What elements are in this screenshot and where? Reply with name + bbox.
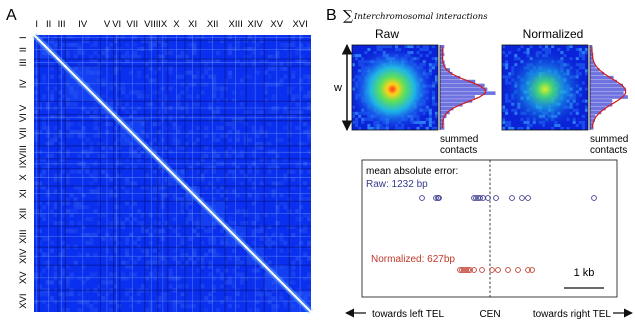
tick-left-XI: XI bbox=[18, 189, 29, 198]
raw-point-8 bbox=[480, 195, 486, 201]
tick-top-VIII: VIII bbox=[144, 19, 158, 30]
raw-point-5 bbox=[473, 195, 479, 201]
tick-top-XI: XI bbox=[188, 19, 197, 30]
raw-summed-histogram bbox=[439, 45, 496, 130]
normalized-point-2 bbox=[461, 267, 467, 273]
raw-point-13 bbox=[525, 195, 531, 201]
normalized-point-5 bbox=[467, 267, 473, 273]
normalized-point-7 bbox=[479, 267, 485, 273]
raw-title: Raw bbox=[375, 27, 399, 41]
tick-top-VI: VI bbox=[112, 19, 121, 30]
tick-left-X: X bbox=[18, 174, 29, 181]
normalized-point-8 bbox=[489, 267, 495, 273]
tick-left-IV: IV bbox=[18, 79, 29, 89]
tick-left-V: V bbox=[18, 104, 29, 111]
tick-top-XIV: XIV bbox=[248, 19, 264, 30]
norm-hist-label-1: summed bbox=[590, 134, 628, 145]
raw-point-9 bbox=[485, 195, 491, 201]
normalized-summed-histogram bbox=[589, 45, 628, 130]
normalized-point-3 bbox=[463, 267, 469, 273]
tick-top-X: X bbox=[173, 19, 180, 30]
raw-point-11 bbox=[509, 195, 515, 201]
raw-point-7 bbox=[477, 195, 483, 201]
sum-symbol: ∑ bbox=[343, 8, 353, 24]
normalized-point-12 bbox=[525, 267, 531, 273]
tick-left-XVI: XVI bbox=[18, 293, 29, 308]
tick-left-XV: XV bbox=[18, 271, 29, 284]
tick-left-VII: VII bbox=[18, 128, 29, 140]
normalized-point-6 bbox=[471, 267, 477, 273]
raw-point-3 bbox=[436, 195, 442, 201]
normalized-series-points bbox=[457, 267, 535, 273]
tick-left-II: II bbox=[18, 47, 29, 52]
raw-point-0 bbox=[419, 195, 425, 201]
x-label-center: CEN bbox=[479, 309, 500, 320]
normalized-point-9 bbox=[495, 267, 501, 273]
raw-point-12 bbox=[519, 195, 525, 201]
normalized-point-4 bbox=[465, 267, 471, 273]
tick-left-XII: XII bbox=[18, 208, 29, 220]
tick-top-XIII: XIII bbox=[228, 19, 242, 30]
tick-left-IX: IX bbox=[18, 159, 29, 169]
normalized-point-10 bbox=[505, 267, 511, 273]
interchromosomal-label: Interchromosomal interactions bbox=[353, 12, 488, 22]
tick-top-XII: XII bbox=[207, 19, 219, 30]
x-label-right: towards right TEL bbox=[533, 309, 612, 320]
tick-left-VI: VI bbox=[18, 113, 29, 122]
tick-top-I: I bbox=[35, 19, 38, 30]
raw-hist-label-2: contacts bbox=[440, 145, 477, 156]
chart-title: mean absolute error: bbox=[366, 166, 458, 177]
raw-point-4 bbox=[471, 195, 477, 201]
raw-point-1 bbox=[433, 195, 439, 201]
chromosome-ticks-top: I II III IV V VI VII VIII IX X XI XII XIII XIV XV XVI bbox=[35, 19, 307, 30]
tick-left-XIV: XIV bbox=[18, 248, 29, 264]
w-label: w bbox=[333, 82, 342, 94]
error-plot-frame bbox=[361, 159, 618, 298]
tick-left-XIII: XIII bbox=[18, 229, 29, 243]
raw-point-10 bbox=[493, 195, 499, 201]
tick-left-III: III bbox=[18, 59, 29, 67]
tick-left-VIII: VIII bbox=[18, 145, 29, 159]
tick-top-IV: IV bbox=[78, 19, 88, 30]
raw-series-label: Raw: 1232 bp bbox=[366, 179, 428, 190]
tick-top-XV: XV bbox=[270, 19, 283, 30]
tick-top-VII: VII bbox=[127, 19, 139, 30]
raw-contact-map bbox=[351, 44, 439, 131]
tick-top-V: V bbox=[104, 19, 111, 30]
raw-series-points bbox=[419, 195, 597, 201]
scale-bar-label: 1 kb bbox=[574, 267, 595, 279]
panel-a-label: A bbox=[6, 7, 17, 24]
tick-left-I: I bbox=[18, 36, 29, 39]
normalized-point-0 bbox=[457, 267, 463, 273]
tick-top-XVI: XVI bbox=[292, 19, 307, 30]
norm-hist-label-2: contacts bbox=[590, 145, 627, 156]
normalized-contact-map bbox=[501, 44, 589, 131]
tick-top-III: III bbox=[58, 19, 66, 30]
raw-hist-label-1: summed bbox=[440, 134, 478, 145]
tick-top-IX: IX bbox=[158, 19, 168, 30]
normalized-title: Normalized bbox=[523, 27, 584, 41]
normalized-point-11 bbox=[515, 267, 521, 273]
normalized-series-label: Normalized: 627bp bbox=[371, 254, 455, 265]
raw-point-14 bbox=[591, 195, 597, 201]
tick-top-II: II bbox=[46, 19, 51, 30]
panel-b-label: B bbox=[326, 7, 337, 24]
normalized-point-1 bbox=[459, 267, 465, 273]
normalized-point-13 bbox=[529, 267, 535, 273]
contact-heatmap bbox=[31, 32, 314, 315]
x-label-left: towards left TEL bbox=[372, 309, 445, 320]
